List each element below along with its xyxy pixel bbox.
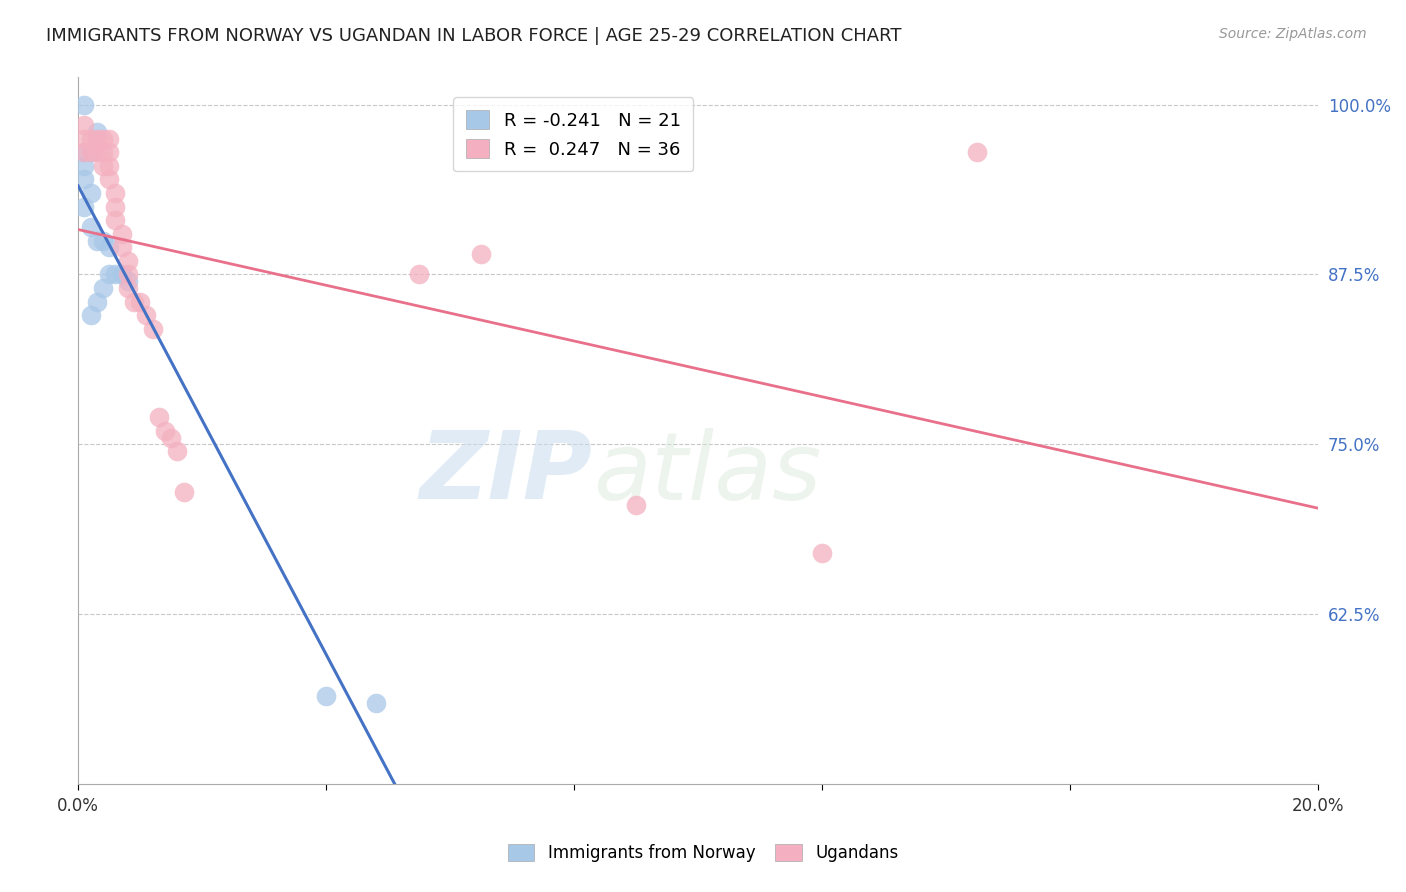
Point [79, 131, 101, 145]
Point [91, 159, 114, 173]
Point [91, 234, 114, 248]
Point [110, 268, 132, 282]
Point [110, 240, 132, 254]
Point [79, 308, 101, 322]
Point [117, 274, 139, 288]
Point [315, 689, 337, 703]
Point [173, 484, 195, 499]
Point [86, 145, 108, 160]
Point [811, 546, 834, 560]
Point [91, 145, 114, 160]
Point [98, 268, 121, 282]
Text: ZIP: ZIP [420, 427, 593, 519]
Point [73, 131, 96, 145]
Point [166, 444, 188, 458]
Point [86, 125, 108, 139]
Point [98, 131, 121, 145]
Point [73, 172, 96, 186]
Point [98, 159, 121, 173]
Point [117, 268, 139, 282]
Point [470, 247, 492, 261]
Point [73, 118, 96, 132]
Point [98, 172, 121, 186]
Text: atlas: atlas [593, 427, 821, 518]
Point [86, 234, 108, 248]
Point [122, 294, 145, 309]
Point [364, 696, 387, 710]
Point [624, 499, 647, 513]
Point [135, 308, 157, 322]
Point [79, 186, 101, 200]
Point [148, 410, 170, 425]
Point [141, 322, 163, 336]
Point [117, 281, 139, 295]
Point [408, 268, 430, 282]
Point [153, 424, 176, 438]
Point [91, 281, 114, 295]
Point [104, 213, 127, 227]
Point [104, 186, 127, 200]
Legend: R = -0.241   N = 21, R =  0.247   N = 36: R = -0.241 N = 21, R = 0.247 N = 36 [453, 97, 693, 171]
Text: Source: ZipAtlas.com: Source: ZipAtlas.com [1219, 27, 1367, 41]
Point [79, 145, 101, 160]
Point [73, 97, 96, 112]
Legend: Immigrants from Norway, Ugandans: Immigrants from Norway, Ugandans [499, 836, 907, 871]
Point [79, 219, 101, 234]
Point [73, 145, 96, 160]
Point [966, 145, 988, 160]
Point [117, 253, 139, 268]
Point [160, 431, 183, 445]
Point [98, 145, 121, 160]
Point [86, 294, 108, 309]
Point [104, 200, 127, 214]
Point [73, 159, 96, 173]
Point [98, 240, 121, 254]
Point [79, 145, 101, 160]
Point [73, 200, 96, 214]
Point [129, 294, 152, 309]
Point [91, 131, 114, 145]
Point [73, 145, 96, 160]
Point [104, 268, 127, 282]
Point [110, 227, 132, 241]
Point [86, 131, 108, 145]
Text: IMMIGRANTS FROM NORWAY VS UGANDAN IN LABOR FORCE | AGE 25-29 CORRELATION CHART: IMMIGRANTS FROM NORWAY VS UGANDAN IN LAB… [46, 27, 901, 45]
